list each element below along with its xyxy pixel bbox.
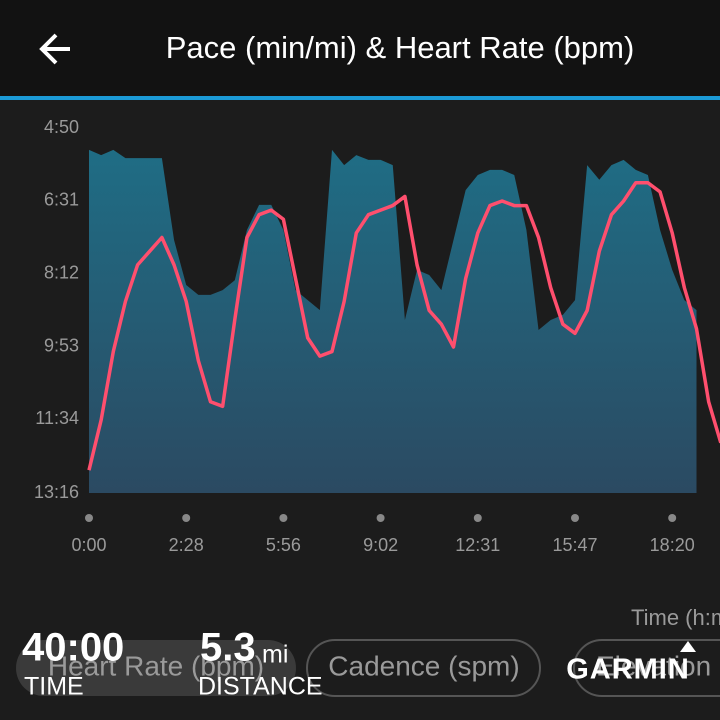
brand-logo: GARMIN — [566, 654, 690, 686]
back-button[interactable] — [39, 33, 70, 65]
x-tick-dot — [279, 514, 288, 522]
tab-label: Cadence (spm) — [328, 650, 519, 681]
tab[interactable] — [16, 640, 296, 696]
x-tick-dot — [182, 514, 191, 522]
x-tick-dot — [473, 514, 482, 522]
y-tick-label: 11:34 — [35, 408, 79, 428]
tab-label: Heart Rate (bpm) — [48, 650, 264, 681]
header-accent — [0, 96, 720, 100]
x-tick-dot — [571, 514, 579, 522]
x-tick-label: 18:20 — [650, 535, 695, 555]
header-title: Pace (min/mi) & Heart Rate (bpm) — [166, 30, 635, 65]
tab[interactable] — [306, 639, 541, 697]
x-axis-label: Time (h:m:s) — [631, 605, 720, 630]
x-tick-label: 5:56 — [266, 535, 301, 555]
pace-area — [89, 149, 697, 494]
x-tick-label: 0:00 — [71, 535, 106, 555]
y-tick-label: 4:50 — [44, 117, 79, 137]
distance-unit: mi — [262, 641, 288, 669]
x-tick-label: 9:02 — [363, 535, 398, 555]
y-tick-label: 9:53 — [44, 335, 79, 355]
x-tick-label: 12:31 — [455, 535, 500, 555]
y-tick-label: 13:16 — [34, 482, 79, 502]
x-tick-dot — [376, 514, 385, 522]
x-tick-dot — [668, 514, 677, 522]
time-value: 40:00 — [22, 626, 124, 670]
tab-label: Elevation (ft) — [596, 650, 720, 681]
y-tick-label: 8:12 — [44, 262, 79, 282]
distance-label: DISTANCE — [198, 673, 323, 701]
header-bar — [0, 0, 720, 97]
distance-value: 5.3 — [200, 626, 256, 670]
y-tick-label: 6:31 — [44, 190, 79, 210]
x-tick-dot — [85, 514, 93, 522]
time-label: TIME — [24, 673, 84, 701]
x-tick-label: 15:47 — [552, 535, 597, 555]
tab[interactable] — [573, 639, 720, 697]
brand-mark — [680, 641, 696, 652]
x-tick-label: 2:28 — [169, 535, 204, 555]
heart-rate-line — [87, 181, 720, 471]
